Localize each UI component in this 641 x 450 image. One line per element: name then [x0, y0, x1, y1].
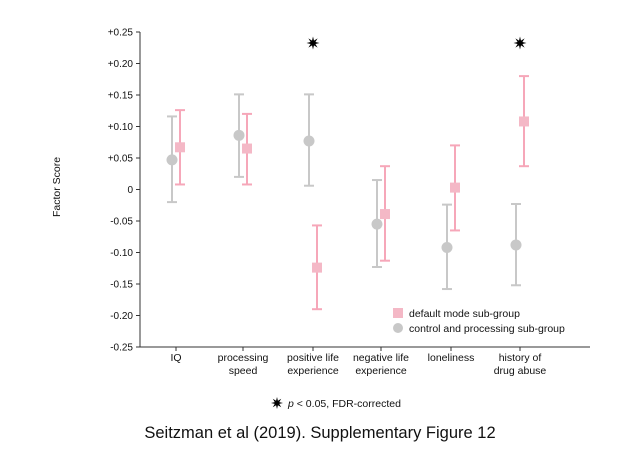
- legend: default mode sub-group control and proces…: [393, 308, 565, 335]
- significance-stars: [306, 36, 527, 50]
- axes: +0.25 +0.20 +0.15 +0.10 +0.05 0 -0.05 -0.10 -0.1…: [108, 28, 590, 377]
- footnote-p: p: [287, 398, 294, 410]
- data-point-square: [380, 209, 390, 220]
- markers: [166, 116, 529, 273]
- data-point-square: [519, 116, 529, 127]
- y-tick-label: -0.10: [110, 248, 133, 259]
- x-tick-label: history of: [499, 352, 542, 364]
- legend-square-icon: [393, 308, 403, 318]
- y-tick-label: -0.15: [110, 280, 133, 291]
- x-tick-label: IQ: [170, 352, 181, 364]
- y-tick-label: +0.15: [108, 91, 134, 102]
- y-tick-label: 0: [127, 185, 133, 196]
- x-tick-label: processing: [218, 352, 269, 364]
- footnote-star-shape: [271, 397, 283, 409]
- significance-star-icon: [513, 36, 527, 50]
- x-tick-label: drug abuse: [494, 365, 547, 377]
- footnote-text: p < 0.05, FDR-corrected: [287, 398, 401, 410]
- data-point-circle: [441, 241, 453, 253]
- data-point-circle: [371, 218, 383, 230]
- x-tick-label: positive life: [287, 352, 339, 364]
- x-tick-label: speed: [229, 365, 258, 377]
- data-point-circle: [166, 154, 178, 166]
- y-tick-label: +0.25: [108, 28, 134, 39]
- footnote-star-icon: [271, 397, 283, 409]
- y-tick-label: -0.05: [110, 217, 133, 228]
- figure-caption: Seitzman et al (2019). Supplementary Fig…: [144, 424, 495, 442]
- footnote-rest: < 0.05, FDR-corrected: [294, 398, 401, 410]
- footnote: p < 0.05, FDR-corrected: [271, 397, 401, 410]
- legend-label: control and processing sub-group: [409, 323, 565, 335]
- legend-circle-icon: [393, 323, 403, 333]
- x-tick-label: negative life: [353, 352, 409, 364]
- significance-star-icon: [306, 36, 320, 50]
- x-tick-label: experience: [287, 365, 339, 377]
- legend-label: default mode sub-group: [409, 308, 520, 320]
- y-tick-label: -0.25: [110, 343, 133, 354]
- data-point-circle: [510, 239, 522, 251]
- y-tick-label: +0.20: [108, 59, 134, 70]
- data-point-circle: [303, 135, 315, 147]
- x-tick-label: loneliness: [428, 352, 475, 364]
- y-axis-title: Factor Score: [51, 157, 63, 217]
- x-tick-label: experience: [355, 365, 407, 377]
- error-bars: [167, 75, 529, 311]
- data-point-square: [242, 143, 252, 154]
- data-point-square: [450, 182, 460, 193]
- data-point-circle: [233, 129, 245, 141]
- y-tick-label: +0.05: [108, 154, 134, 165]
- y-tick-label: -0.20: [110, 311, 133, 322]
- data-point-square: [175, 142, 185, 153]
- y-tick-label: +0.10: [108, 122, 134, 133]
- data-point-square: [312, 262, 322, 273]
